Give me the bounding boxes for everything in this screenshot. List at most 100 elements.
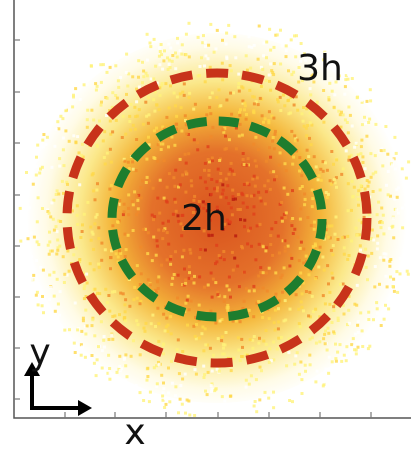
- speckle: [345, 149, 348, 152]
- speckle: [124, 233, 127, 236]
- speckle: [82, 319, 85, 322]
- speckle: [166, 330, 169, 333]
- speckle: [36, 220, 39, 223]
- speckle: [374, 154, 377, 157]
- speckle: [314, 243, 317, 246]
- speckle: [208, 106, 211, 109]
- speckle: [332, 305, 335, 308]
- speckle: [103, 346, 106, 349]
- speckle: [298, 156, 301, 159]
- speckle: [239, 108, 242, 111]
- speckle: [283, 30, 286, 33]
- speckle: [288, 399, 291, 402]
- speckle: [364, 122, 367, 125]
- speckle: [396, 291, 399, 294]
- speckle: [328, 356, 331, 359]
- speckle: [357, 346, 360, 349]
- speckle: [292, 156, 295, 159]
- speckle: [215, 47, 218, 50]
- speckle: [339, 283, 342, 286]
- speckle: [277, 235, 280, 238]
- speckle: [158, 363, 161, 366]
- speckle: [133, 190, 136, 193]
- speckle: [25, 171, 28, 174]
- speckle: [80, 154, 83, 157]
- speckle: [380, 149, 383, 152]
- speckle: [376, 234, 379, 237]
- speckle: [394, 167, 397, 170]
- speckle: [62, 148, 65, 151]
- speckle: [188, 414, 191, 417]
- speckle: [374, 123, 377, 126]
- speckle: [156, 239, 159, 242]
- speckle: [372, 239, 375, 242]
- speckle: [322, 294, 325, 297]
- speckle: [155, 254, 158, 257]
- speckle: [270, 227, 273, 230]
- speckle: [158, 212, 161, 215]
- speckle: [181, 378, 184, 381]
- speckle: [213, 51, 216, 54]
- speckle: [181, 174, 184, 177]
- speckle: [335, 216, 338, 219]
- speckle: [42, 311, 45, 314]
- speckle: [198, 256, 201, 259]
- speckle: [173, 92, 176, 95]
- speckle: [128, 120, 131, 123]
- speckle: [166, 258, 169, 261]
- speckle: [66, 183, 69, 186]
- speckle: [135, 138, 138, 141]
- speckle: [348, 322, 351, 325]
- speckle: [55, 225, 58, 228]
- speckle: [90, 64, 93, 67]
- speckle: [57, 303, 60, 306]
- speckle: [135, 169, 138, 172]
- speckle: [364, 248, 367, 251]
- speckle: [167, 367, 170, 370]
- speckle: [63, 273, 66, 276]
- speckle: [55, 128, 58, 131]
- speckle: [269, 171, 272, 174]
- speckle: [351, 180, 354, 183]
- speckle: [324, 330, 327, 333]
- speckle: [245, 113, 248, 116]
- speckle: [281, 44, 284, 47]
- speckle: [377, 201, 380, 204]
- speckle: [302, 248, 305, 251]
- speckle: [167, 408, 170, 411]
- speckle: [56, 239, 59, 242]
- speckle: [284, 319, 287, 322]
- speckle: [224, 148, 227, 151]
- speckle: [298, 373, 301, 376]
- speckle: [211, 296, 214, 299]
- speckle: [116, 371, 119, 374]
- speckle: [218, 159, 221, 162]
- speckle: [190, 184, 193, 187]
- speckle: [174, 169, 177, 172]
- speckle: [110, 334, 113, 337]
- speckle: [298, 170, 301, 173]
- speckle: [174, 201, 177, 204]
- speckle: [209, 66, 212, 69]
- speckle: [131, 200, 134, 203]
- speckle: [207, 158, 210, 161]
- speckle: [95, 189, 98, 192]
- speckle: [319, 246, 322, 249]
- speckle: [162, 229, 165, 232]
- speckle: [367, 318, 370, 321]
- speckle: [139, 302, 142, 305]
- speckle: [204, 80, 207, 83]
- speckle: [156, 197, 159, 200]
- speckle: [130, 355, 133, 358]
- speckle: [365, 266, 368, 269]
- speckle: [159, 179, 162, 182]
- speckle: [235, 413, 238, 416]
- speckle: [353, 186, 356, 189]
- speckle: [329, 179, 332, 182]
- speckle: [274, 133, 277, 136]
- speckle: [285, 364, 288, 367]
- speckle: [167, 43, 170, 46]
- speckle: [142, 70, 145, 73]
- speckle: [117, 86, 120, 89]
- speckle: [277, 327, 280, 330]
